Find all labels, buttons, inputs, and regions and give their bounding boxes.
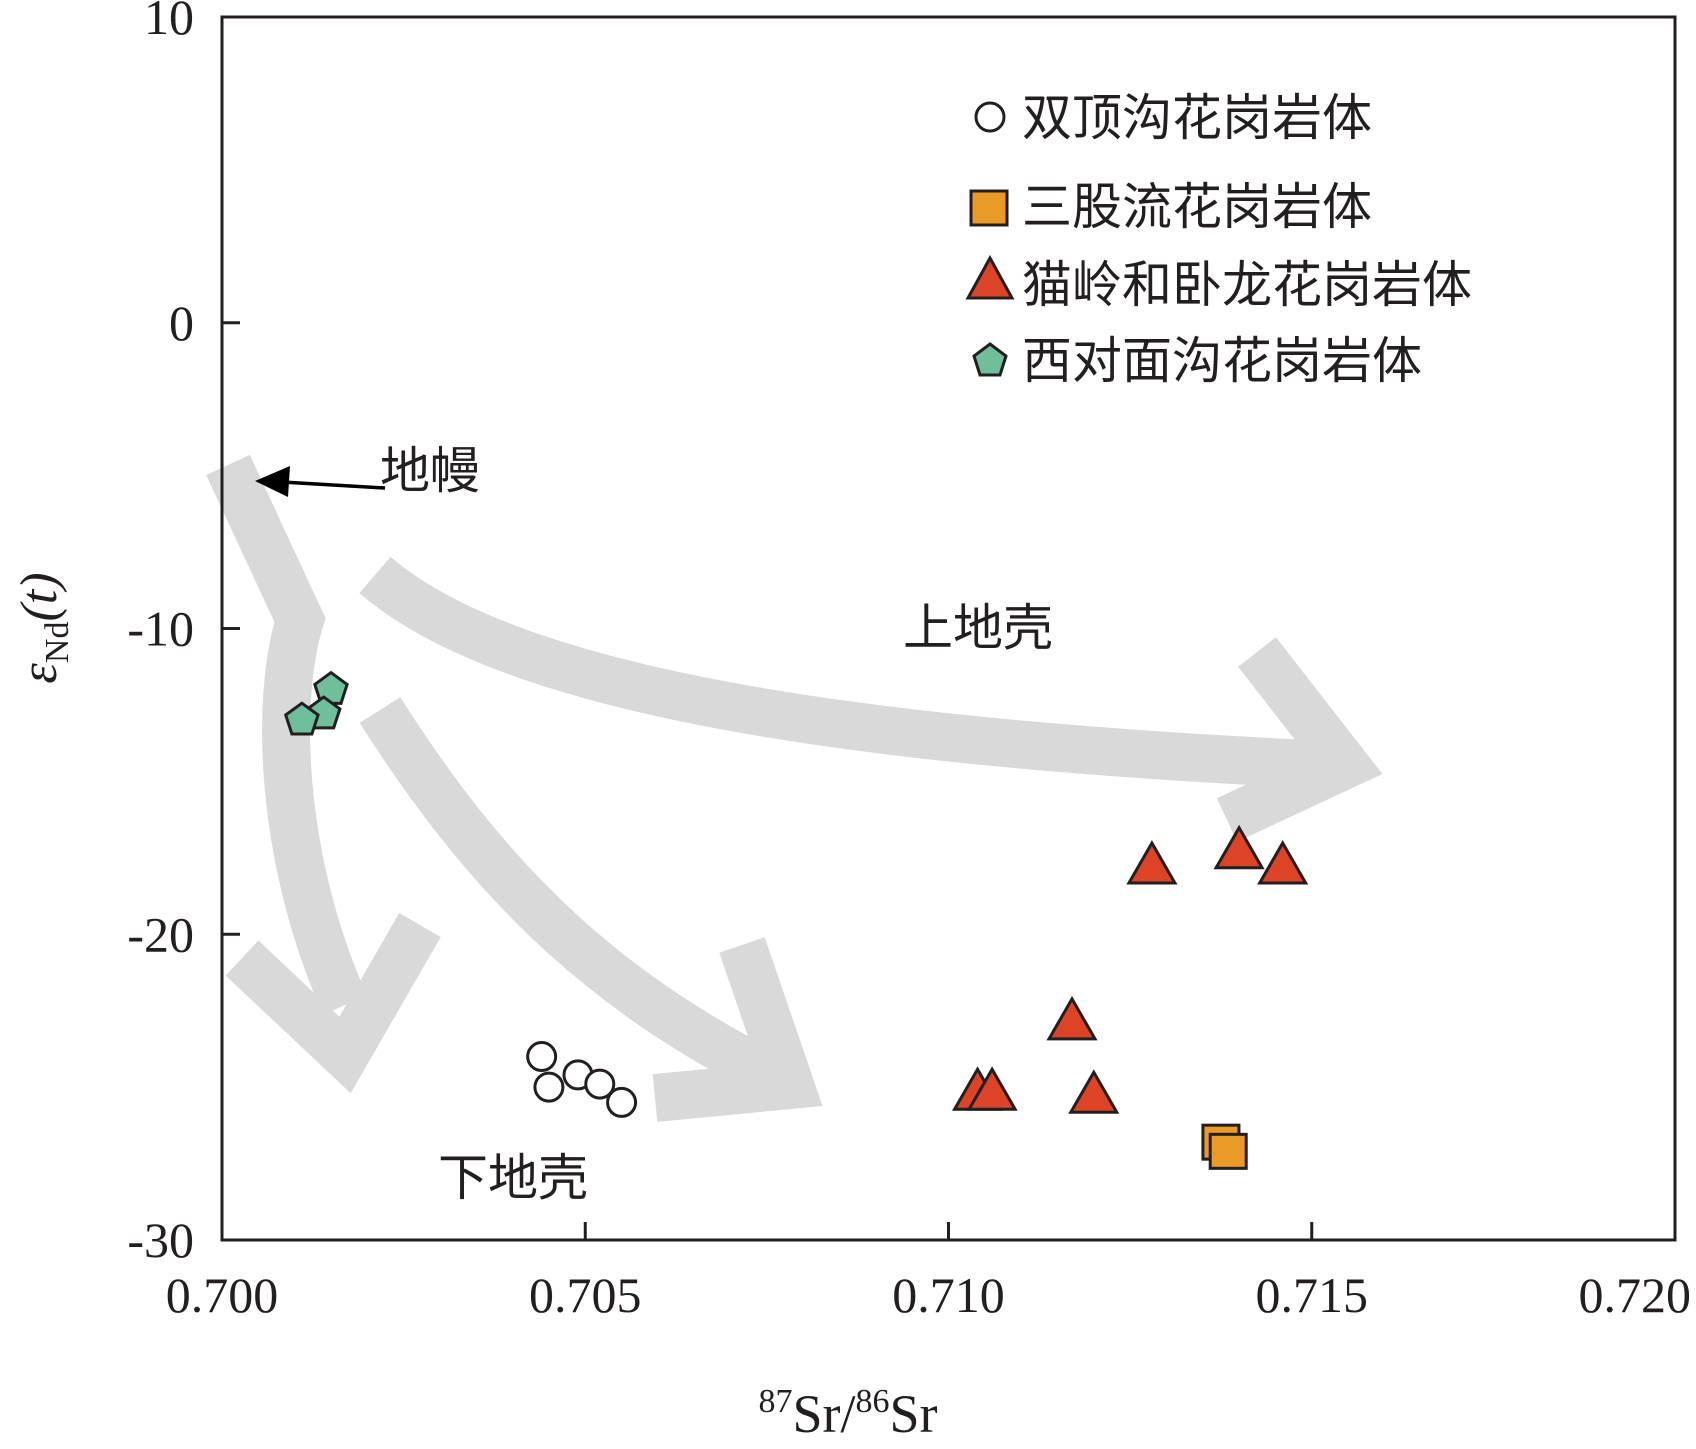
data-point-series-2 xyxy=(1213,824,1265,870)
mantle-arrow xyxy=(255,466,386,497)
x-axis: 0.700 0.705 0.710 0.715 0.720 xyxy=(166,1222,1691,1323)
data-point-series-0 xyxy=(526,1041,558,1073)
annotation-mantle: 地幔 xyxy=(380,442,480,500)
legend-marker-circle xyxy=(974,101,1006,133)
x-tick-label: 0.720 xyxy=(1579,1267,1692,1323)
legend-label-3: 西对面沟花岗岩体 xyxy=(1022,332,1422,390)
y-axis-title: εNd(t) xyxy=(11,572,76,683)
x-tick-label: 0.700 xyxy=(166,1267,279,1323)
legend-marker-pentagon xyxy=(972,342,1008,377)
y-tick-label: -30 xyxy=(127,1212,194,1268)
lower-crust-arrow-2-head xyxy=(652,937,823,1122)
legend: 双顶沟花岗岩体 三股流花岗岩体 猫岭和卧龙花岗岩体 西对面沟花岗岩体 xyxy=(965,89,1472,390)
annotation-lower-crust: 下地壳 xyxy=(438,1149,588,1207)
lower-crust-arrow-1-head xyxy=(225,913,441,1094)
data-point-series-0 xyxy=(584,1068,616,1100)
data-point-series-1 xyxy=(1208,1132,1248,1170)
x-axis-title-base1: Sr/ xyxy=(792,1384,855,1444)
data-point-series-2 xyxy=(966,1066,1018,1111)
y-tick-label: -10 xyxy=(127,601,194,657)
x-tick-label: 0.705 xyxy=(529,1267,642,1323)
x-axis-title-sup1: 87 xyxy=(758,1383,792,1420)
annotation-upper-crust: 上地壳 xyxy=(903,599,1053,657)
y-axis: 10 0 -10 -20 -30 xyxy=(127,0,240,1268)
data-points xyxy=(283,670,1309,1170)
lower-crust-arrow-2-shaft xyxy=(359,697,791,1102)
data-point-series-3 xyxy=(283,701,320,736)
upper-crust-arrow-head xyxy=(1216,637,1383,842)
legend-label-1: 三股流花岗岩体 xyxy=(1022,178,1372,236)
x-tick-label: 0.710 xyxy=(892,1267,1005,1323)
y-axis-title-tail: (t) xyxy=(11,572,68,621)
trend-arrows xyxy=(206,454,1383,1122)
data-point-series-0 xyxy=(606,1086,638,1118)
y-tick-label: -20 xyxy=(127,906,194,962)
legend-label-0: 双顶沟花岗岩体 xyxy=(1022,89,1372,147)
y-axis-title-sub: Nd xyxy=(39,622,76,664)
data-point-series-2 xyxy=(1046,995,1098,1041)
y-axis-title-main: ε xyxy=(11,663,68,684)
x-axis-title: 87Sr/86Sr xyxy=(758,1383,937,1444)
legend-label-2: 猫岭和卧龙花岗岩体 xyxy=(1022,256,1472,314)
data-point-series-2 xyxy=(1126,839,1178,885)
legend-marker-square xyxy=(969,189,1009,227)
x-axis-title-sup2: 86 xyxy=(856,1383,890,1420)
y-tick-label: 10 xyxy=(144,0,194,45)
lower-crust-arrow-1-shaft xyxy=(206,454,367,1015)
x-axis-title-base2: Sr xyxy=(890,1384,938,1444)
y-tick-label: 0 xyxy=(169,295,194,351)
upper-crust-arrow-shaft xyxy=(359,556,1332,789)
data-point-series-0 xyxy=(533,1071,565,1103)
x-tick-label: 0.715 xyxy=(1256,1267,1369,1323)
data-point-series-2 xyxy=(1068,1069,1120,1114)
data-point-series-2 xyxy=(1257,839,1309,885)
legend-marker-triangle xyxy=(965,254,1015,300)
